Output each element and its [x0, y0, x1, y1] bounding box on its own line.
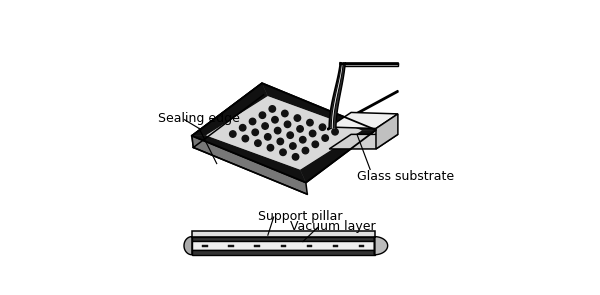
Polygon shape [192, 231, 374, 237]
Polygon shape [281, 245, 286, 247]
Polygon shape [376, 114, 398, 149]
Polygon shape [328, 91, 398, 130]
Circle shape [280, 149, 286, 155]
Polygon shape [192, 83, 268, 136]
Polygon shape [192, 241, 374, 250]
Polygon shape [192, 237, 374, 241]
Circle shape [319, 124, 326, 130]
Polygon shape [184, 237, 192, 255]
Polygon shape [329, 63, 345, 129]
Circle shape [274, 127, 281, 134]
Circle shape [287, 132, 293, 138]
Circle shape [299, 137, 306, 143]
Circle shape [265, 134, 271, 140]
Polygon shape [307, 245, 312, 247]
Circle shape [307, 119, 313, 126]
Polygon shape [206, 96, 362, 170]
Circle shape [302, 148, 308, 154]
Polygon shape [229, 245, 233, 247]
Polygon shape [254, 245, 260, 247]
Circle shape [281, 110, 288, 117]
Circle shape [290, 143, 296, 149]
Polygon shape [340, 63, 398, 64]
Polygon shape [334, 63, 345, 129]
Text: Glass substrate: Glass substrate [357, 170, 454, 183]
Circle shape [272, 117, 278, 123]
Circle shape [269, 106, 275, 112]
Circle shape [254, 140, 261, 146]
Circle shape [312, 141, 319, 148]
Circle shape [284, 121, 291, 127]
Polygon shape [192, 135, 306, 183]
Polygon shape [300, 130, 376, 183]
Polygon shape [262, 83, 376, 130]
Polygon shape [192, 250, 374, 255]
Circle shape [267, 145, 274, 151]
Polygon shape [331, 63, 343, 128]
Circle shape [277, 138, 284, 145]
Circle shape [292, 154, 299, 160]
Polygon shape [192, 136, 307, 194]
Text: Vacuum layer: Vacuum layer [290, 220, 376, 233]
Circle shape [250, 118, 256, 125]
Circle shape [230, 131, 236, 137]
Text: Sealing edge: Sealing edge [158, 112, 240, 125]
Circle shape [294, 115, 301, 121]
Circle shape [259, 112, 266, 118]
Polygon shape [329, 112, 398, 129]
Polygon shape [329, 63, 341, 128]
Polygon shape [333, 245, 338, 247]
Circle shape [239, 124, 246, 131]
Circle shape [297, 126, 303, 132]
Polygon shape [329, 134, 398, 149]
Circle shape [332, 129, 338, 135]
Polygon shape [192, 83, 376, 183]
Polygon shape [202, 245, 208, 247]
Polygon shape [340, 63, 398, 66]
Circle shape [242, 135, 248, 142]
Circle shape [322, 135, 328, 141]
Polygon shape [374, 237, 388, 255]
Text: Support pillar: Support pillar [257, 210, 342, 223]
Polygon shape [340, 63, 398, 64]
Circle shape [310, 130, 316, 137]
Circle shape [252, 129, 259, 135]
Polygon shape [192, 83, 263, 148]
Polygon shape [359, 245, 364, 247]
Circle shape [262, 123, 268, 129]
